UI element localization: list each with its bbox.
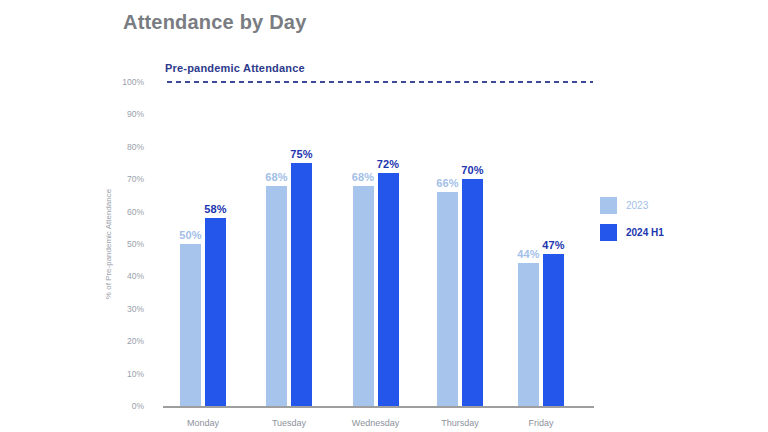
y-tick-80%: 80%	[112, 142, 144, 152]
y-tick-10%: 10%	[112, 369, 144, 379]
y-tick-100%: 100%	[112, 77, 144, 87]
x-label-tuesday: Tuesday	[249, 418, 329, 428]
reference-dashed-line	[167, 81, 593, 83]
bar-2023-wednesday	[353, 186, 374, 406]
bar-2023-thursday	[437, 192, 458, 406]
legend-swatch-2024H1	[600, 224, 617, 241]
legend-item-2023: 2023	[600, 196, 664, 213]
x-label-friday: Friday	[501, 418, 581, 428]
value-label-2024H1-tuesday: 75%	[280, 148, 324, 160]
bar-2024H1-friday	[543, 254, 564, 406]
y-tick-30%: 30%	[112, 304, 144, 314]
bar-2024H1-monday	[205, 218, 226, 406]
legend-item-2024H1: 2024 H1	[600, 223, 664, 240]
x-axis-line	[163, 406, 594, 408]
y-tick-70%: 70%	[112, 174, 144, 184]
bar-2024H1-thursday	[462, 179, 483, 406]
value-label-2024H1-monday: 58%	[194, 203, 238, 215]
y-tick-90%: 90%	[112, 109, 144, 119]
bar-2023-tuesday	[266, 186, 287, 406]
legend: 2023 2024 H1	[600, 196, 664, 250]
bar-2023-monday	[180, 244, 201, 406]
legend-label-2023: 2023	[626, 200, 648, 211]
legend-swatch-2023	[600, 197, 617, 214]
value-label-2024H1-friday: 47%	[532, 239, 576, 251]
bar-2024H1-wednesday	[378, 173, 399, 406]
y-tick-40%: 40%	[112, 271, 144, 281]
y-tick-20%: 20%	[112, 336, 144, 346]
x-label-wednesday: Wednesday	[336, 418, 416, 428]
y-tick-0%: 0%	[112, 401, 144, 411]
y-tick-60%: 60%	[112, 207, 144, 217]
x-label-monday: Monday	[163, 418, 243, 428]
reference-line-label: Pre-pandemic Attendance	[165, 62, 305, 74]
attendance-by-day-chart: Attendance by Day % of Pre-pandemic Atte…	[0, 0, 768, 432]
bar-2023-friday	[518, 263, 539, 406]
value-label-2024H1-wednesday: 72%	[366, 158, 410, 170]
chart-title: Attendance by Day	[123, 11, 306, 34]
x-label-thursday: Thursday	[420, 418, 500, 428]
value-label-2024H1-thursday: 70%	[451, 164, 495, 176]
y-tick-50%: 50%	[112, 239, 144, 249]
bar-2024H1-tuesday	[291, 163, 312, 406]
legend-label-2024H1: 2024 H1	[626, 227, 664, 238]
